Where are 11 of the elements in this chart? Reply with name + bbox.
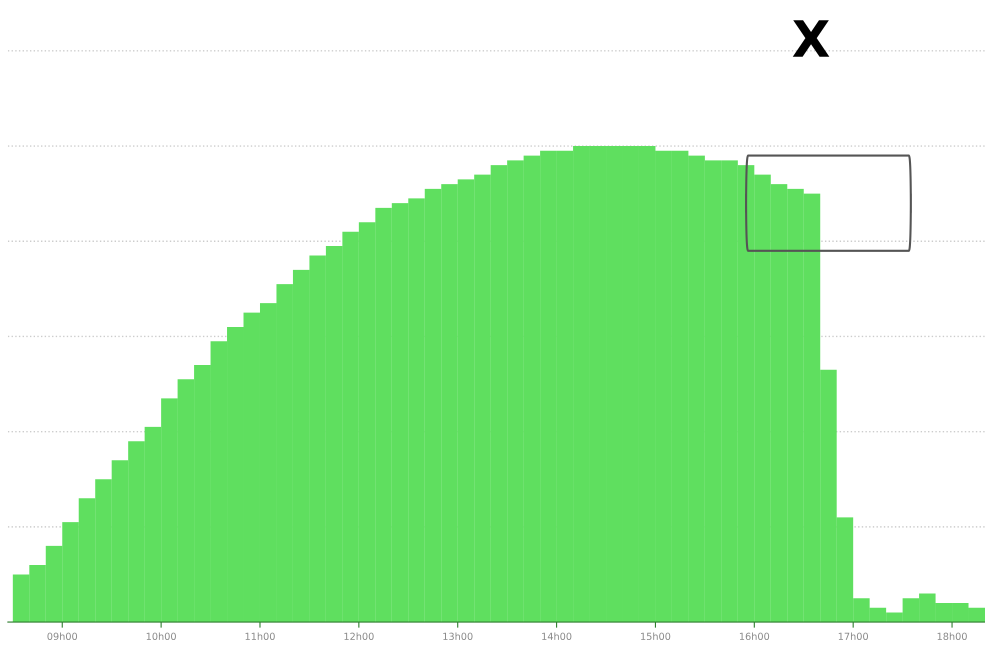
x-tick-label: 15h00 [641,632,670,640]
x-tick-label: 17h00 [838,632,868,640]
x-tick-label: 09h00 [47,632,78,640]
x-tick-label: 11h00 [246,632,275,640]
x-tick-label: 18h00 [938,632,967,640]
text: X [792,20,830,57]
x-tick-label: 13h00 [443,632,473,640]
x-tick-label: 10h00 [146,632,176,640]
x-tick-label: 14h00 [542,632,572,640]
x-tick-label: 12h00 [344,632,374,640]
x-tick-label: 16h00 [740,632,770,640]
